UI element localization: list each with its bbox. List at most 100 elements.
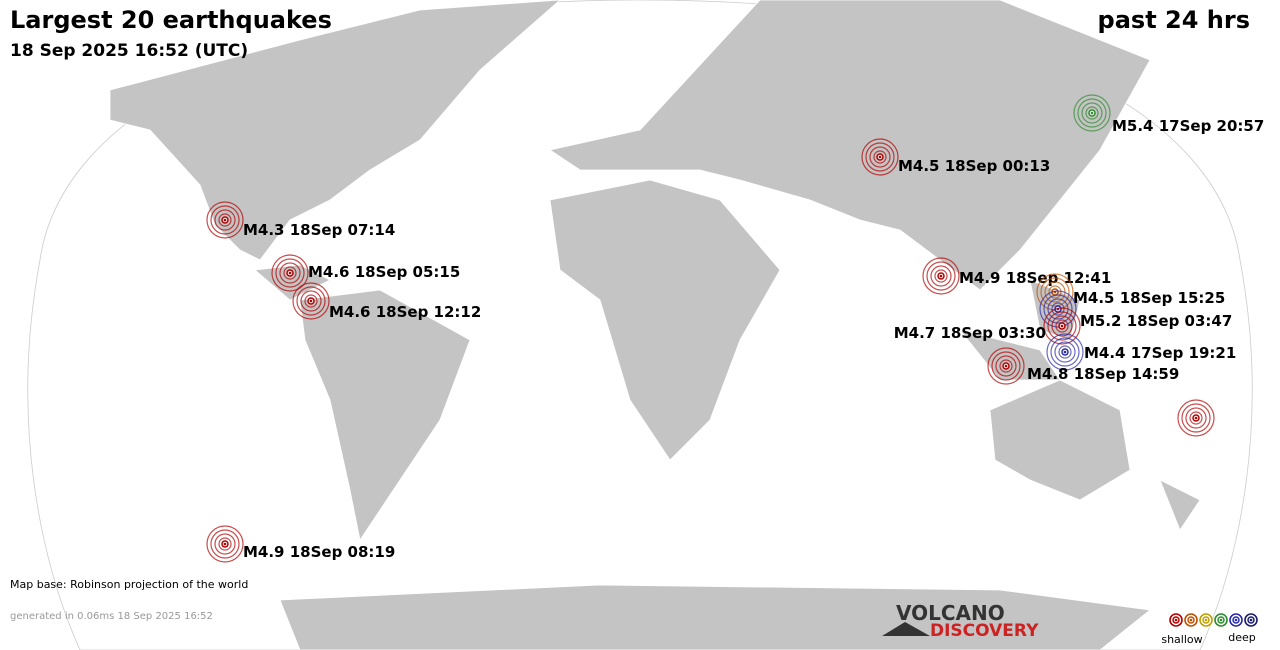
- ring: [1189, 411, 1203, 425]
- ring: [1214, 613, 1228, 627]
- ring: [1077, 98, 1107, 128]
- quake-marker: [206, 201, 244, 239]
- ring: [214, 209, 236, 231]
- subtitle: 18 Sep 2025 16:52 (UTC): [10, 41, 248, 61]
- legend: [1169, 613, 1258, 627]
- ring: [987, 347, 1025, 385]
- dot: [1004, 364, 1008, 368]
- quake-marker: [1046, 333, 1084, 371]
- dot: [1090, 111, 1094, 115]
- dot: [288, 271, 292, 275]
- legend-shallow: shallow: [1161, 633, 1202, 646]
- ring: [1073, 94, 1111, 132]
- generated: generated in 0.06ms 18 Sep 2025 16:52: [10, 611, 213, 622]
- ring: [300, 290, 322, 312]
- ring: [218, 537, 232, 551]
- title: Largest 20 earthquakes: [10, 6, 332, 34]
- quake-label: M4.7 18Sep 03:30: [894, 324, 1046, 342]
- ring: [1058, 345, 1072, 359]
- quake-marker: [271, 254, 309, 292]
- ring: [1050, 337, 1080, 367]
- ring: [275, 258, 305, 288]
- ring: [279, 262, 301, 284]
- ring: [861, 138, 899, 176]
- quake-marker: [1043, 307, 1081, 345]
- quake-marker: [987, 347, 1025, 385]
- ring: [296, 286, 326, 316]
- dot: [1194, 416, 1198, 420]
- dot: [1204, 618, 1208, 622]
- dot: [1060, 324, 1064, 328]
- ring: [283, 266, 297, 280]
- quake-marker: [1177, 399, 1215, 437]
- ring: [1081, 102, 1103, 124]
- ring: [271, 254, 309, 292]
- quake-marker: [292, 282, 330, 320]
- ring: [1054, 341, 1076, 363]
- quake-label: M5.2 18Sep 03:47: [1080, 312, 1232, 330]
- ring: [991, 351, 1021, 381]
- quake-label: M4.6 18Sep 05:15: [308, 263, 460, 281]
- ring: [873, 150, 887, 164]
- legend-deep: deep: [1228, 631, 1256, 644]
- quake-label: M4.5 18Sep 15:25: [1073, 289, 1225, 307]
- ring: [210, 205, 240, 235]
- quake-marker: [922, 257, 960, 295]
- dot: [1189, 618, 1193, 622]
- quake-label: M4.8 18Sep 14:59: [1027, 365, 1179, 383]
- ring: [1047, 311, 1077, 341]
- quake-label: M4.4 17Sep 19:21: [1084, 344, 1236, 362]
- ring: [304, 294, 318, 308]
- ring: [869, 146, 891, 168]
- ring: [206, 525, 244, 563]
- ring: [292, 282, 330, 320]
- ring: [1244, 613, 1258, 627]
- ring: [926, 261, 956, 291]
- map-base: Map base: Robinson projection of the wor…: [10, 578, 248, 591]
- dot: [223, 218, 227, 222]
- quake-label: M4.9 18Sep 08:19: [243, 543, 395, 561]
- logo-line2: DISCOVERY: [930, 621, 1039, 641]
- ring: [995, 355, 1017, 377]
- quake-marker: [206, 525, 244, 563]
- ring: [1040, 277, 1070, 307]
- ring: [206, 201, 244, 239]
- ring: [1051, 315, 1073, 337]
- dot: [1234, 618, 1238, 622]
- ring: [1169, 613, 1183, 627]
- dot: [1219, 618, 1223, 622]
- ring: [1048, 285, 1062, 299]
- ring: [1177, 399, 1215, 437]
- quake-label: M4.3 18Sep 07:14: [243, 221, 395, 239]
- ring: [1199, 613, 1213, 627]
- ring: [1184, 613, 1198, 627]
- logo-line1: VOLCANO: [896, 601, 1005, 625]
- ring: [218, 213, 232, 227]
- ring: [1229, 613, 1243, 627]
- dot: [1249, 618, 1253, 622]
- dot: [878, 155, 882, 159]
- ring: [999, 359, 1013, 373]
- period: past 24 hrs: [1098, 6, 1250, 34]
- ring: [1043, 307, 1081, 345]
- ring: [1185, 407, 1207, 429]
- logo-icon: [882, 622, 930, 636]
- ring: [1051, 302, 1065, 316]
- quake-label: M4.6 18Sep 12:12: [329, 303, 481, 321]
- quake-label: M4.9 18Sep 12:41: [959, 269, 1111, 287]
- ring: [934, 269, 948, 283]
- ring: [922, 257, 960, 295]
- ring: [1043, 294, 1073, 324]
- quake-marker: [1073, 94, 1111, 132]
- ring: [930, 265, 952, 287]
- quake-label: M4.5 18Sep 00:13: [898, 157, 1050, 175]
- ring: [1046, 333, 1084, 371]
- dot: [1174, 618, 1178, 622]
- quake-marker: [861, 138, 899, 176]
- dot: [939, 274, 943, 278]
- dot: [309, 299, 313, 303]
- ring: [1039, 290, 1077, 328]
- ring: [214, 533, 236, 555]
- quake-label: M5.4 17Sep 20:57: [1112, 117, 1264, 135]
